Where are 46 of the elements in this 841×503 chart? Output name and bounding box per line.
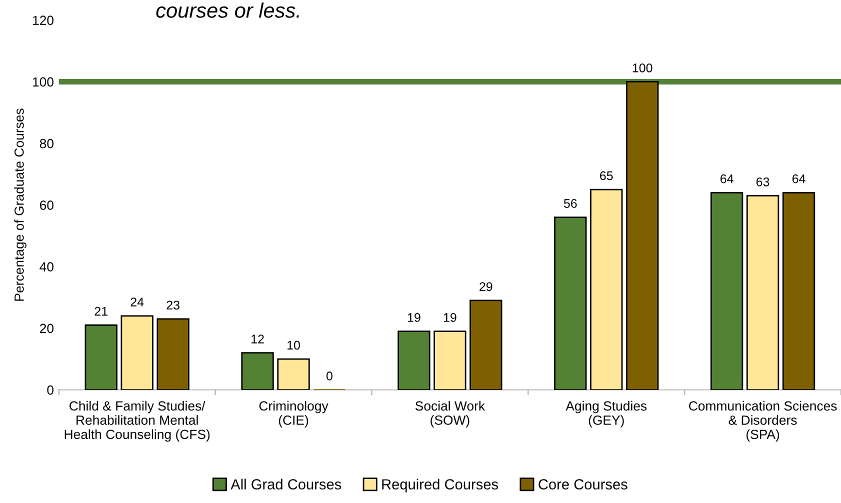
y-tick-label: 120	[33, 16, 54, 26]
x-tick-label: Child & Family Studies/ Rehabilitation Mental Health Counseling (CFS)	[64, 400, 210, 442]
bar	[156, 318, 190, 390]
data-label: 24	[130, 298, 144, 306]
bar	[746, 195, 780, 390]
bar	[434, 330, 466, 390]
y-axis-title: Percentage of Graduate Courses	[14, 108, 26, 301]
bar	[241, 352, 274, 390]
data-label: 64	[792, 174, 806, 184]
data-label: 19	[444, 313, 456, 322]
x-tick-label: Criminology (CIE)	[259, 400, 328, 428]
bar	[470, 300, 502, 390]
y-tick-label: 60	[40, 200, 54, 210]
data-label: 10	[288, 340, 300, 350]
x-tick-label: Aging Studies (GEY)	[566, 400, 647, 428]
bar	[398, 330, 430, 390]
bar	[590, 188, 623, 390]
chart-title: courses or less.	[156, 2, 299, 18]
data-label: 29	[480, 282, 492, 292]
bar	[782, 192, 816, 390]
data-label: 19	[408, 313, 420, 322]
legend-label: Required Courses	[382, 478, 498, 492]
x-tick-label: Social Work (SOW)	[415, 400, 486, 428]
legend-label: All Grad Courses	[230, 478, 342, 490]
data-label: 21	[94, 306, 108, 316]
bar	[277, 358, 310, 390]
y-tick-label: 80	[40, 138, 54, 148]
bar	[626, 81, 659, 390]
data-label: 56	[564, 199, 577, 208]
data-label: 100	[632, 63, 652, 72]
bar	[84, 324, 118, 390]
bar	[554, 216, 587, 390]
data-label: 23	[166, 300, 180, 310]
y-tick-label: 40	[40, 262, 54, 272]
y-tick-label: 100	[33, 77, 54, 87]
bar	[710, 192, 744, 390]
data-label: 0	[326, 372, 332, 380]
y-tick-label: 0	[47, 385, 54, 395]
legend-label: Core Courses	[538, 479, 628, 490]
y-tick-label: 20	[40, 324, 54, 334]
data-label: 64	[720, 174, 734, 184]
data-label: 12	[252, 334, 264, 344]
data-label: 65	[600, 171, 613, 180]
bar	[120, 315, 154, 390]
x-tick-label: Communication Sciences & Disorders (SPA)	[689, 400, 837, 442]
data-label: 63	[756, 177, 770, 186]
